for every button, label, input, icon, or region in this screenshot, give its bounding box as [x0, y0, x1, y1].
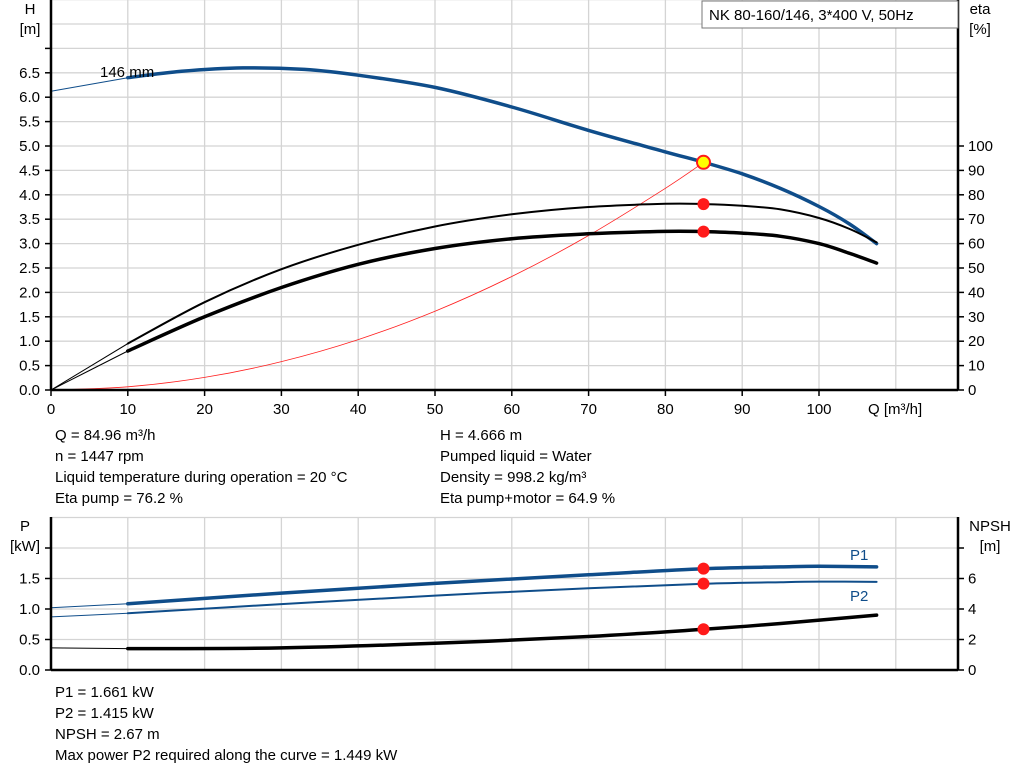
x-tick-label: 20 [196, 401, 213, 418]
eta-tick-label: 90 [968, 162, 985, 179]
eta-tick-label: 80 [968, 187, 985, 204]
info-max-p2: Max power P2 required along the curve = … [55, 747, 398, 764]
chart-title: NK 80-160/146, 3*400 V, 50Hz [709, 7, 914, 24]
h-tick-label: 1.0 [19, 333, 40, 350]
eta-pump-motor-curve-extrapolation [50, 350, 129, 391]
h-tick-label: 3.0 [19, 236, 40, 253]
h-tick-label: 5.0 [19, 138, 40, 155]
h-tick-label: 5.5 [19, 114, 40, 131]
eta-tick-label: 70 [968, 211, 985, 228]
eta-axis-title: eta [970, 1, 992, 18]
npsh-axis-title: [m] [980, 538, 1001, 555]
npsh-tick-label: 2 [968, 632, 976, 649]
p2-curve [126, 580, 878, 615]
npsh-curve [126, 613, 879, 651]
info-npsh: NPSH = 2.67 m [55, 726, 160, 743]
eta-tick-label: 40 [968, 284, 985, 301]
p-axis-title: P [20, 518, 30, 535]
npsh-curve-extrapolation [50, 647, 128, 650]
info-n: n = 1447 rpm [55, 448, 144, 465]
x-tick-label: 70 [580, 401, 597, 418]
npsh-tick-label: 6 [968, 571, 976, 588]
h-tick-label: 4.0 [19, 187, 40, 204]
h-tick-label: 0.5 [19, 358, 40, 375]
x-tick-label: 0 [47, 401, 55, 418]
x-tick-label: 80 [657, 401, 674, 418]
eta-tick-label: 100 [968, 138, 993, 155]
eta-pump-curve-extrapolation [50, 343, 129, 391]
eta-pump-duty-point [697, 198, 710, 211]
info-bottom: P1 = 1.661 kW P2 = 1.415 kW NPSH = 2.67 … [55, 684, 398, 764]
eta-tick-label: 10 [968, 358, 985, 375]
h-tick-label: 6.5 [19, 65, 40, 82]
p1-duty-point [697, 562, 710, 575]
h-tick-label: 0.0 [19, 382, 40, 399]
system-curve [50, 161, 705, 391]
info-temp: Liquid temperature during operation = 20… [55, 469, 348, 486]
p-tick-label: 0.0 [19, 662, 40, 679]
title-box [701, 0, 959, 29]
x-axis-label: Q [m³/h] [868, 401, 922, 418]
x-tick-label: 30 [273, 401, 290, 418]
x-tick-label: 10 [119, 401, 136, 418]
h-tick-label: 2.5 [19, 260, 40, 277]
eta-axis-title: [%] [969, 21, 991, 38]
p-axis-title: [kW] [10, 538, 40, 555]
eta-pump-motor-duty-point [697, 225, 710, 238]
eta-pump-curve [126, 202, 878, 345]
info-p1: P1 = 1.661 kW [55, 684, 155, 701]
info-eta-pump-motor: Eta pump+motor = 64.9 % [440, 490, 615, 507]
head-curve [126, 66, 879, 246]
h-axis-title: [m] [20, 21, 41, 38]
x-tick-label: 50 [427, 401, 444, 418]
eta-tick-label: 0 [968, 382, 976, 399]
x-tick-label: 60 [503, 401, 520, 418]
info-liquid: Pumped liquid = Water [440, 448, 592, 465]
info-h: H = 4.666 m [440, 427, 522, 444]
x-tick-label: 40 [350, 401, 367, 418]
h-tick-label: 1.5 [19, 309, 40, 326]
p1-curve [126, 564, 879, 606]
info-eta-pump: Eta pump = 76.2 % [55, 490, 183, 507]
p2-curve-label: P2 [850, 588, 868, 605]
h-tick-label: 3.5 [19, 211, 40, 228]
eta-pump-motor-curve [126, 229, 879, 353]
p2-curve-extrapolation [50, 612, 128, 618]
impeller-annotation: 146 mm [100, 64, 154, 81]
p-tick-label: 0.5 [19, 632, 40, 649]
npsh-tick-label: 4 [968, 601, 976, 618]
p2-duty-point [697, 577, 710, 590]
eta-tick-label: 50 [968, 260, 985, 277]
head-curve-extrapolation [50, 77, 128, 92]
h-tick-label: 6.0 [19, 89, 40, 106]
x-tick-label: 90 [734, 401, 751, 418]
x-tick-label: 100 [806, 401, 831, 418]
info-density: Density = 998.2 kg/m³ [440, 469, 586, 486]
p1-curve-extrapolation [50, 603, 128, 609]
npsh-duty-point [697, 623, 710, 636]
p1-curve-label: P1 [850, 547, 868, 564]
h-axis-title: H [25, 1, 36, 18]
info-p2: P2 = 1.415 kW [55, 705, 155, 722]
eta-tick-label: 30 [968, 309, 985, 326]
eta-tick-label: 20 [968, 333, 985, 350]
info-q: Q = 84.96 m³/h [55, 427, 155, 444]
h-tick-label: 4.5 [19, 162, 40, 179]
duty-point [695, 154, 711, 170]
npsh-tick-label: 0 [968, 662, 976, 679]
p-tick-label: 1.0 [19, 601, 40, 618]
p-tick-label: 1.5 [19, 571, 40, 588]
npsh-axis-title: NPSH [969, 518, 1011, 535]
info-top: Q = 84.96 m³/h n = 1447 rpm Liquid tempe… [55, 427, 615, 507]
eta-tick-label: 60 [968, 236, 985, 253]
h-tick-label: 2.0 [19, 284, 40, 301]
